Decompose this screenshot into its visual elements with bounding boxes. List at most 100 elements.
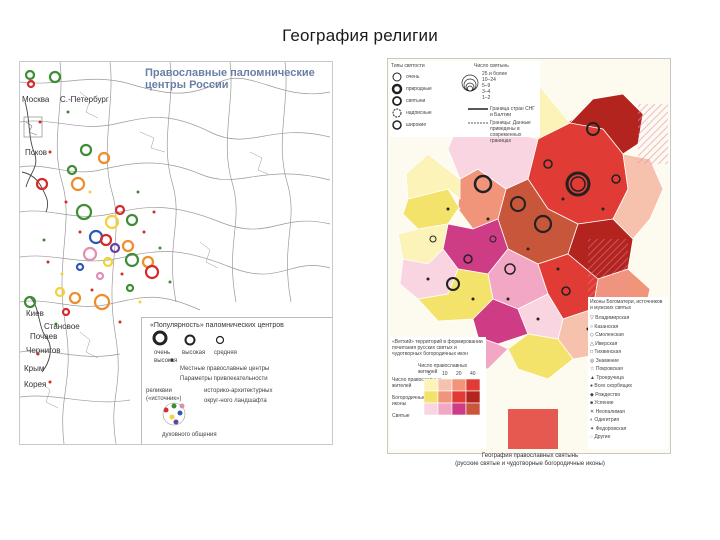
count-3: 3–4 xyxy=(482,89,491,95)
row-label-3: иконы xyxy=(392,401,407,407)
row-label-2: Богородичные xyxy=(392,395,426,401)
shrine-symbol-icon: ▲ xyxy=(590,374,597,381)
icon-legend-label: Иверская xyxy=(595,340,618,347)
row-label-1: жителей xyxy=(392,383,412,389)
shrine-symbol-icon: ✕ xyxy=(590,408,596,415)
shrines-geography-map: Типы святости очень природные святыни на… xyxy=(387,58,671,454)
left-map-legend: «Популярность» паломнических центров оче… xyxy=(141,317,332,444)
page-title: География религии xyxy=(282,26,438,45)
legend-level-high: высокая xyxy=(182,350,206,356)
icon-legend-label: Знамение xyxy=(595,357,619,364)
legend-params: Параметры привлекательности xyxy=(180,376,268,382)
city-spb: С.-Петербург xyxy=(60,95,109,104)
icon-legend-item: ▽ Владимирская xyxy=(590,315,629,321)
legend-header: «Популярность» паломнических центров xyxy=(150,322,284,329)
icon-legend-label: Успение xyxy=(594,400,614,406)
caption-line2: (русские святые и чудотворные богородичн… xyxy=(455,461,605,467)
center-note: «Ветхий» территорий в формировании почит… xyxy=(392,339,483,357)
left-map-title-line2: центры России xyxy=(145,79,229,91)
icon-legend-label: Смоленская xyxy=(595,332,624,338)
shrine-symbol-icon: ▽ xyxy=(590,315,596,321)
city-korea: Корея xyxy=(24,380,47,389)
right-map-legend-top: Типы святости очень природные святыни на… xyxy=(390,61,540,144)
type-4: широкие xyxy=(406,122,427,128)
icon-legend-item: □ Тихвинская xyxy=(590,349,621,355)
icon-legend-label: Неопалимая xyxy=(595,408,625,415)
legend-level-medium: средняя xyxy=(214,350,237,356)
shrine-symbol-icon: △ xyxy=(590,340,596,347)
legend-spiritual: духовного общения xyxy=(162,432,217,438)
col-label-0: 5 xyxy=(428,371,431,377)
icon-legend-item: ◆ Рождество xyxy=(590,392,620,398)
left-map-boundaries xyxy=(20,62,331,444)
icon-legend-label: Казанская xyxy=(594,323,619,330)
col-label-3: 40 xyxy=(470,371,476,377)
type-0: очень xyxy=(406,74,420,80)
left-map-title: Православные паломнические центры России xyxy=(145,67,315,91)
shrine-symbol-icon: ■ xyxy=(590,400,595,406)
icon-legend-label: Всех скорбящих xyxy=(594,383,632,389)
shrine-symbol-icon: ◌ xyxy=(590,434,595,440)
city-kryim: Крым xyxy=(24,364,45,373)
shrine-symbol-icon: ◇ xyxy=(590,332,596,338)
legend-landscape: округ-ного ландшафта xyxy=(204,398,267,404)
shrine-symbol-icon: ◎ xyxy=(590,357,596,364)
icon-legend-label: Покровская xyxy=(595,366,623,372)
icon-legend-label: Одигитрия xyxy=(594,417,620,423)
row-label-0: Число православных xyxy=(392,377,442,383)
icon-legend-label: Троеручица xyxy=(596,374,624,381)
type-1: природные xyxy=(406,86,432,92)
count-header: Число святынь xyxy=(474,63,509,69)
legend-symbols xyxy=(152,330,225,426)
type-2: святыни xyxy=(406,98,426,104)
legend-relics: реликвии xyxy=(146,388,172,394)
legend-level-very: очень xyxy=(154,350,171,356)
shrine-symbol-icon: ◆ xyxy=(590,391,596,398)
icon-legend-item: ◐ Одигитрия xyxy=(590,417,619,423)
right-map-legend-bottom: «Ветхий» территорий в формировании почит… xyxy=(390,337,486,449)
right-legend-symbols xyxy=(391,72,488,130)
legend-sources: («источник») xyxy=(146,396,182,402)
col-label-2: 20 xyxy=(456,371,462,377)
shrine-symbol-icon: ◐ xyxy=(590,417,595,423)
icon-legend-item: ▲ Троеручица xyxy=(590,375,624,381)
city-pochaev: Почаев xyxy=(30,332,58,341)
type-3: надписные xyxy=(406,110,432,116)
icon-legend-label: Владимирская xyxy=(595,315,630,321)
legend-historic: историко-архитектурных xyxy=(204,388,273,394)
icon-legend-item: ✕ Неопалимая xyxy=(590,409,625,415)
pilgrimage-centers-map: Православные паломнические центры России… xyxy=(19,61,333,445)
count-4: 1–2 xyxy=(482,95,491,101)
shrine-symbol-icon: ☆ xyxy=(590,366,596,372)
icon-legend-item: ◇ Смоленская xyxy=(590,332,624,338)
count-0: 25 и более xyxy=(482,71,508,77)
row-label-4: Святые xyxy=(392,413,410,419)
city-stanovoe: Становое xyxy=(44,322,80,331)
icon-legend-item: △ Иверская xyxy=(590,341,617,347)
shrine-symbol-icon: ● xyxy=(590,383,595,389)
shrine-symbol-icon: ○ xyxy=(590,323,595,330)
types-header: Типы святости xyxy=(391,63,425,69)
border-label: Граница стран СНГ и Балтии xyxy=(490,106,536,118)
matrix-title: Число православных жителей xyxy=(418,363,468,375)
icon-legend-item: ◎ Знамение xyxy=(590,358,619,364)
icon-legend-item: ◌ Другие xyxy=(590,434,610,440)
left-map-title-line1: Православные паломнические xyxy=(145,67,315,79)
count-1: 10–24 xyxy=(482,77,496,83)
count-2: 5–9 xyxy=(482,83,491,89)
city-pskov: Псков xyxy=(25,148,48,157)
icons-header: Иконы Богоматери, источников и мужских с… xyxy=(590,299,663,311)
legend-level-extra: высокая xyxy=(154,358,178,364)
shrine-symbol-icon: ✦ xyxy=(590,425,596,432)
legend-local: Местные православные центры xyxy=(180,366,270,372)
right-map-caption: География православных святынь (русские … xyxy=(420,452,640,468)
bound-label: Границы: Данные приведены в современных … xyxy=(490,120,531,144)
icon-legend-label: Федоровская xyxy=(595,425,627,432)
icon-legend-item: ■ Успение xyxy=(590,400,614,406)
icon-legend-item: ● Всех скорбящих xyxy=(590,383,632,389)
right-map-legend-icons: Иконы Богоматери, источников и мужских с… xyxy=(588,297,668,449)
icon-legend-item: ○ Казанская xyxy=(590,324,618,330)
col-label-1: 10 xyxy=(442,371,448,377)
icon-legend-item: ✦ Федоровская xyxy=(590,426,626,432)
caption-line1: География православных святынь xyxy=(481,453,579,459)
